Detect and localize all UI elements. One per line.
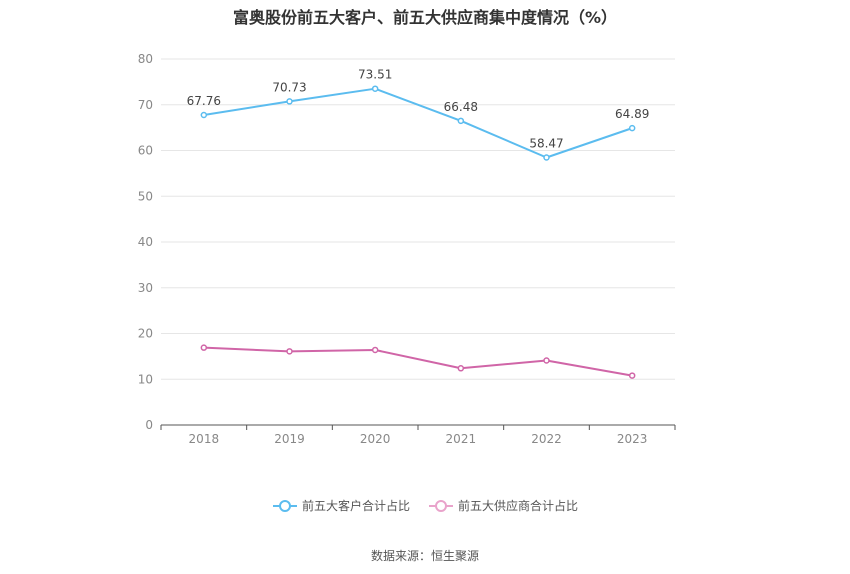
data-point [286, 98, 293, 105]
y-tick-label: 0 [145, 418, 153, 432]
chart-legend: 前五大客户合计占比 前五大供应商合计占比 [0, 497, 850, 514]
data-point [200, 111, 208, 119]
series-line-1 [203, 346, 633, 377]
data-point [543, 154, 550, 161]
y-tick-label: 80 [138, 52, 153, 66]
x-tick-label: 2021 [446, 432, 477, 446]
data-point [457, 117, 465, 125]
x-tick-label: 2019 [274, 432, 305, 446]
y-tick-label: 40 [138, 235, 153, 249]
legend-item-customers[interactable]: 前五大客户合计占比 [272, 497, 410, 514]
legend-line-circle-icon [429, 499, 453, 512]
y-tick-label: 50 [138, 189, 153, 203]
data-label: 58.47 [529, 136, 563, 150]
data-label: 73.51 [358, 68, 392, 82]
y-tick-label: 60 [138, 144, 153, 158]
data-point [628, 372, 636, 379]
data-point [200, 344, 208, 351]
x-tick-label: 2020 [360, 432, 391, 446]
data-label: 66.48 [444, 100, 478, 114]
data-point [628, 124, 636, 132]
y-tick-label: 10 [138, 372, 153, 386]
data-point [457, 365, 465, 372]
x-tick-label: 2023 [617, 432, 648, 446]
x-tick-label: 2022 [531, 432, 562, 446]
chart-title: 富奥股份前五大客户、前五大供应商集中度情况（%） [232, 8, 618, 27]
data-source-note: 数据来源：恒生聚源 [370, 549, 479, 563]
x-tick-label: 2018 [189, 432, 220, 446]
legend-item-suppliers[interactable]: 前五大供应商合计占比 [428, 497, 578, 514]
data-label: 64.89 [615, 107, 649, 121]
y-tick-label: 70 [138, 98, 153, 112]
data-point [286, 348, 293, 355]
y-tick-label: 30 [138, 281, 153, 295]
legend-label-customers: 前五大客户合计占比 [301, 499, 410, 513]
data-point [371, 85, 379, 92]
data-label: 70.73 [272, 80, 306, 94]
data-point [371, 346, 379, 354]
data-label: 67.76 [187, 94, 221, 108]
y-tick-label: 20 [138, 327, 153, 341]
legend-line-circle-icon [272, 499, 297, 512]
series-line-0 [203, 87, 633, 159]
data-point [543, 357, 550, 364]
legend-label-suppliers: 前五大供应商合计占比 [458, 499, 579, 513]
